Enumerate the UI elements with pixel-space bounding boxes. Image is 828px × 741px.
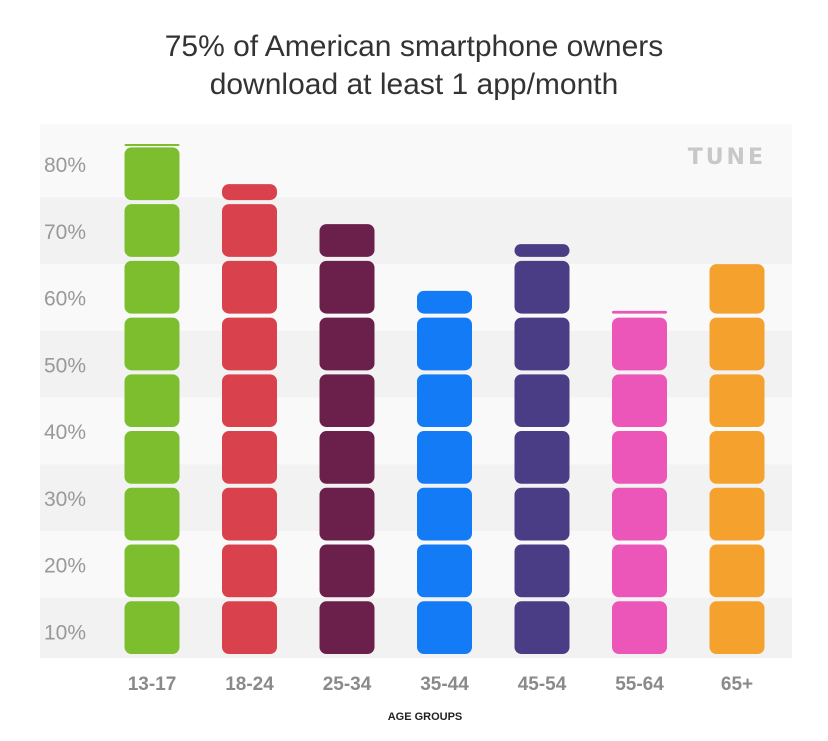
bar-segment: [124, 544, 180, 598]
bar-segment: [612, 310, 667, 314]
bar-segment: [222, 544, 277, 598]
bar-segment: [222, 184, 277, 201]
chart-title-line-1: 75% of American smartphone owners: [164, 30, 664, 63]
bar-65+: [709, 264, 765, 654]
bar-segment: [612, 431, 667, 484]
bar-segment: [222, 204, 277, 257]
bar-segment: [124, 260, 180, 314]
bar-segment: [222, 431, 277, 484]
bar-segment: [222, 601, 277, 654]
bar-segment: [709, 431, 765, 484]
x-tick-label: 18-24: [225, 674, 274, 695]
x-tick-label: 25-34: [323, 674, 372, 695]
bar-segment: [124, 601, 180, 654]
bar-segment: [514, 487, 570, 541]
bar-segment: [319, 224, 375, 257]
bar-segment: [612, 544, 667, 598]
y-tick-label: 10%: [44, 621, 86, 644]
bar-segment: [612, 487, 667, 541]
bar-segment: [514, 544, 570, 598]
y-tick-label: 60%: [44, 288, 86, 311]
bar-segment: [514, 317, 570, 371]
chart-title: 75% of American smartphone owners downlo…: [0, 28, 828, 104]
y-tick-label: 80%: [44, 154, 86, 177]
x-tick-label: 55-64: [615, 674, 664, 695]
bar-segment: [222, 374, 277, 428]
bar-segment: [124, 487, 180, 541]
bars: [124, 144, 765, 654]
x-tick-label: 35-44: [420, 674, 469, 695]
bar-35-44: [417, 290, 472, 654]
bar-segment: [417, 374, 472, 428]
bar-segment: [319, 601, 375, 654]
bar-segment: [222, 260, 277, 314]
y-tick-label: 20%: [44, 555, 86, 578]
chart-title-line-2: download at least 1 app/month: [209, 68, 619, 101]
x-axis-label: AGE GROUPS: [388, 711, 463, 723]
x-axis-category-labels: 13-17 18-24 25-34 35-44 45-54 55-64 65+: [128, 674, 753, 695]
bar-segment: [514, 374, 570, 428]
bar-segment: [417, 487, 472, 541]
bar-segment: [319, 544, 375, 598]
y-tick-label: 40%: [44, 421, 86, 444]
bar-segment: [222, 317, 277, 371]
y-tick-label: 70%: [44, 221, 86, 244]
y-axis-tick-labels: 10% 20% 30% 40% 50% 60% 70% 80%: [44, 154, 86, 644]
bar-segment: [417, 544, 472, 598]
bar-segment: [319, 487, 375, 541]
bar-18-24: [222, 184, 277, 654]
bar-segment: [124, 317, 180, 371]
bar-segment: [124, 147, 180, 201]
bar-segment: [709, 264, 765, 314]
y-tick-label: 50%: [44, 354, 86, 377]
y-tick-label: 30%: [44, 488, 86, 511]
x-tick-label: 13-17: [128, 674, 177, 695]
bar-55-64: [612, 310, 667, 654]
bar-segment: [417, 431, 472, 484]
bar-segment: [514, 260, 570, 314]
bar-segment: [124, 204, 180, 257]
bar-segment: [417, 290, 472, 314]
bar-segment: [514, 431, 570, 484]
bar-segment: [417, 317, 472, 371]
bar-segment: [222, 487, 277, 541]
brand-logo: TUNE: [688, 145, 766, 170]
bar-segment: [612, 317, 667, 371]
bar-segment: [319, 317, 375, 371]
bar-segment: [709, 601, 765, 654]
bar-segment: [417, 601, 472, 654]
bar-25-34: [319, 224, 375, 654]
x-tick-label: 45-54: [518, 674, 567, 695]
bar-segment: [612, 601, 667, 654]
bar-segment: [124, 144, 180, 147]
bar-segment: [709, 374, 765, 428]
bar-segment: [709, 544, 765, 598]
bar-13-17: [124, 144, 180, 654]
bar-segment: [709, 317, 765, 371]
bar-segment: [514, 601, 570, 654]
bar-segment: [319, 374, 375, 428]
bar-segment: [612, 374, 667, 428]
bar-segment: [319, 431, 375, 484]
bar-segment: [319, 260, 375, 314]
bar-segment: [709, 487, 765, 541]
bar-segment: [124, 431, 180, 484]
bar-segment: [514, 244, 570, 257]
bar-segment: [124, 374, 180, 428]
bar-45-54: [514, 244, 570, 654]
x-tick-label: 65+: [721, 674, 753, 695]
